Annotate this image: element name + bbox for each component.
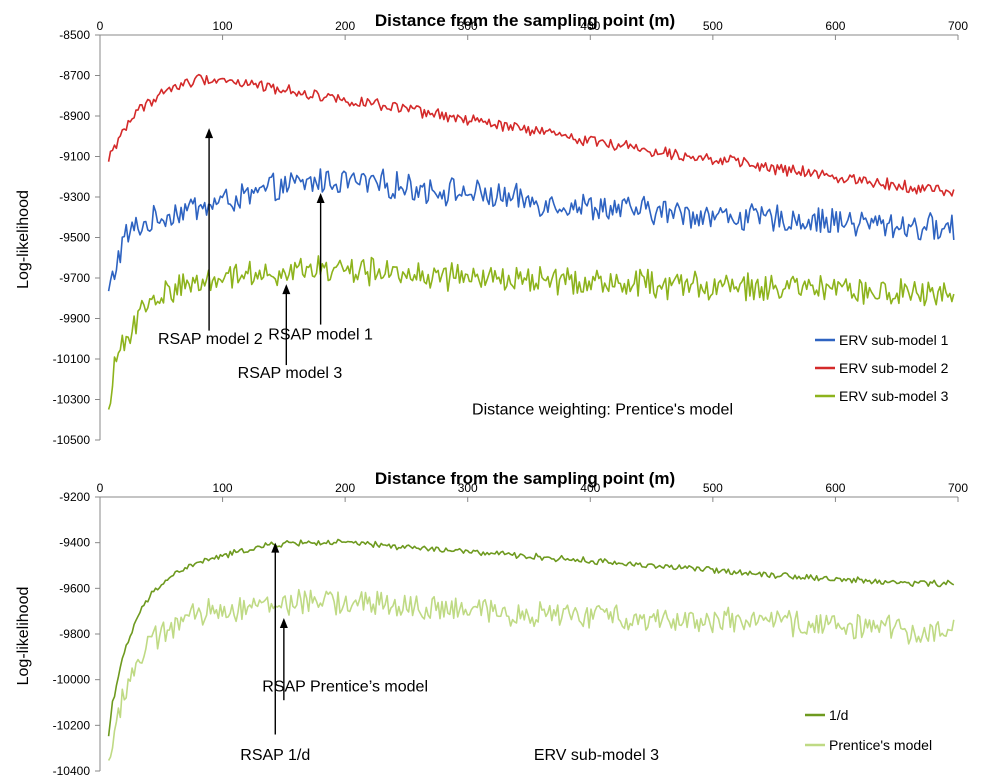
annotation-arrow-head: [271, 542, 280, 553]
y-tick-label: -9400: [59, 536, 90, 550]
x-tick-label: 600: [825, 19, 845, 33]
annotation-arrow-head: [282, 284, 291, 295]
annotation-label: RSAP Prentice’s model: [262, 679, 428, 696]
legend-label: ERV sub-model 1: [839, 332, 949, 348]
chart-panel-2: Distance from the sampling point (m) -920…: [15, 469, 968, 777]
y-tick-label: -10100: [53, 352, 91, 366]
y-tick-label: -9500: [59, 231, 90, 245]
chart-note: Distance weighting: Prentice's model: [472, 402, 733, 419]
chart-note: ERV sub-model 3: [534, 747, 659, 764]
legend-label: 1/d: [829, 707, 848, 723]
y-tick-label: -9600: [59, 581, 90, 595]
x-tick-label: 300: [458, 481, 478, 495]
x-tick-label: 700: [948, 481, 968, 495]
y-axis-label: Log-likelihood: [15, 190, 32, 289]
y-tick-label: -9300: [59, 190, 90, 204]
legend-label: Prentice's model: [829, 737, 932, 753]
legend-label: ERV sub-model 3: [839, 388, 949, 404]
y-tick-label: -8500: [59, 28, 90, 42]
x-tick-label: 0: [97, 19, 104, 33]
series-line-1: [107, 538, 955, 737]
x-tick-label: 200: [335, 481, 355, 495]
annotation-arrow-head: [205, 128, 214, 139]
y-axis-label: Log-likelihood: [15, 587, 32, 686]
y-tick-label: -9200: [59, 490, 90, 504]
annotation-label: RSAP model 2: [158, 331, 263, 348]
annotation-arrow-head: [279, 618, 288, 629]
x-tick-label: 400: [580, 481, 600, 495]
y-tick-label: -9100: [59, 150, 90, 164]
series-line-3: [107, 255, 955, 410]
x-tick-label: 500: [703, 481, 723, 495]
x-tick-label: 100: [213, 19, 233, 33]
y-tick-label: -10500: [53, 433, 91, 447]
series-line-2: [107, 588, 955, 761]
x-tick-label: 300: [458, 19, 478, 33]
x-tick-label: 200: [335, 19, 355, 33]
chart-title: Distance from the sampling point (m): [375, 469, 675, 488]
y-tick-label: -10000: [53, 673, 91, 687]
y-tick-label: -9800: [59, 627, 90, 641]
chart-title: Distance from the sampling point (m): [375, 11, 675, 30]
x-tick-label: 600: [825, 481, 845, 495]
x-tick-label: 700: [948, 19, 968, 33]
annotation-arrow-head: [316, 192, 325, 203]
y-tick-label: -8700: [59, 69, 90, 83]
x-tick-label: 400: [580, 19, 600, 33]
annotation-label: RSAP model 1: [268, 327, 373, 344]
y-tick-label: -10300: [53, 393, 91, 407]
series-line-2: [107, 73, 955, 197]
annotation-label: RSAP model 3: [238, 365, 343, 382]
annotation-label: RSAP 1/d: [240, 747, 310, 764]
x-tick-label: 500: [703, 19, 723, 33]
series-line-1: [107, 168, 955, 292]
y-tick-label: -10400: [53, 764, 91, 777]
y-tick-label: -9900: [59, 312, 90, 326]
y-tick-label: -9700: [59, 271, 90, 285]
legend-label: ERV sub-model 2: [839, 360, 949, 376]
x-tick-label: 100: [213, 481, 233, 495]
x-tick-label: 0: [97, 481, 104, 495]
y-tick-label: -10200: [53, 718, 91, 732]
chart-panel-1: Distance from the sampling point (m) -850…: [15, 11, 968, 447]
y-tick-label: -8900: [59, 109, 90, 123]
